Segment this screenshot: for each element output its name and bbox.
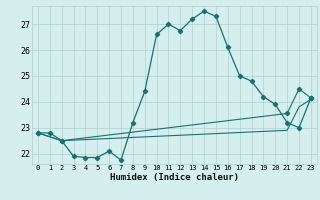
X-axis label: Humidex (Indice chaleur): Humidex (Indice chaleur) bbox=[110, 173, 239, 182]
